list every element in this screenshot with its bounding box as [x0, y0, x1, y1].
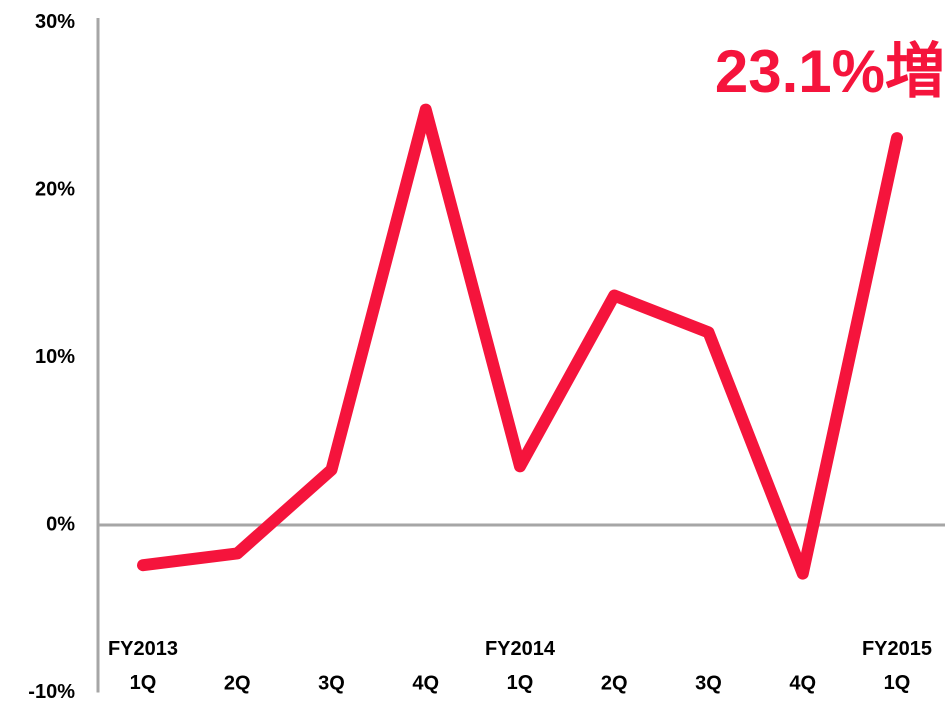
x-tick-label: FY2013 1Q — [108, 638, 178, 694]
x-tick-label: 3Q — [695, 672, 722, 694]
x-tick-label: FY2015 1Q — [862, 638, 932, 694]
x-tick-label: 4Q — [789, 672, 816, 694]
y-tick-label: 0% — [46, 513, 75, 535]
line — [137, 103, 903, 580]
x-tick-label: 2Q — [224, 672, 251, 694]
y-tick-label: -10% — [28, 681, 75, 703]
y-tick-label: 20% — [35, 178, 75, 200]
x-tick-label: 3Q — [318, 672, 345, 694]
x-tick-label: 2Q — [601, 672, 628, 694]
y-tick-label: 30% — [35, 11, 75, 33]
annotation: 23.1%増 — [715, 38, 945, 105]
y-tick-label: 10% — [35, 346, 75, 368]
x-tick-label: FY2014 1Q — [485, 638, 556, 694]
x-tick-label: 4Q — [412, 672, 439, 694]
